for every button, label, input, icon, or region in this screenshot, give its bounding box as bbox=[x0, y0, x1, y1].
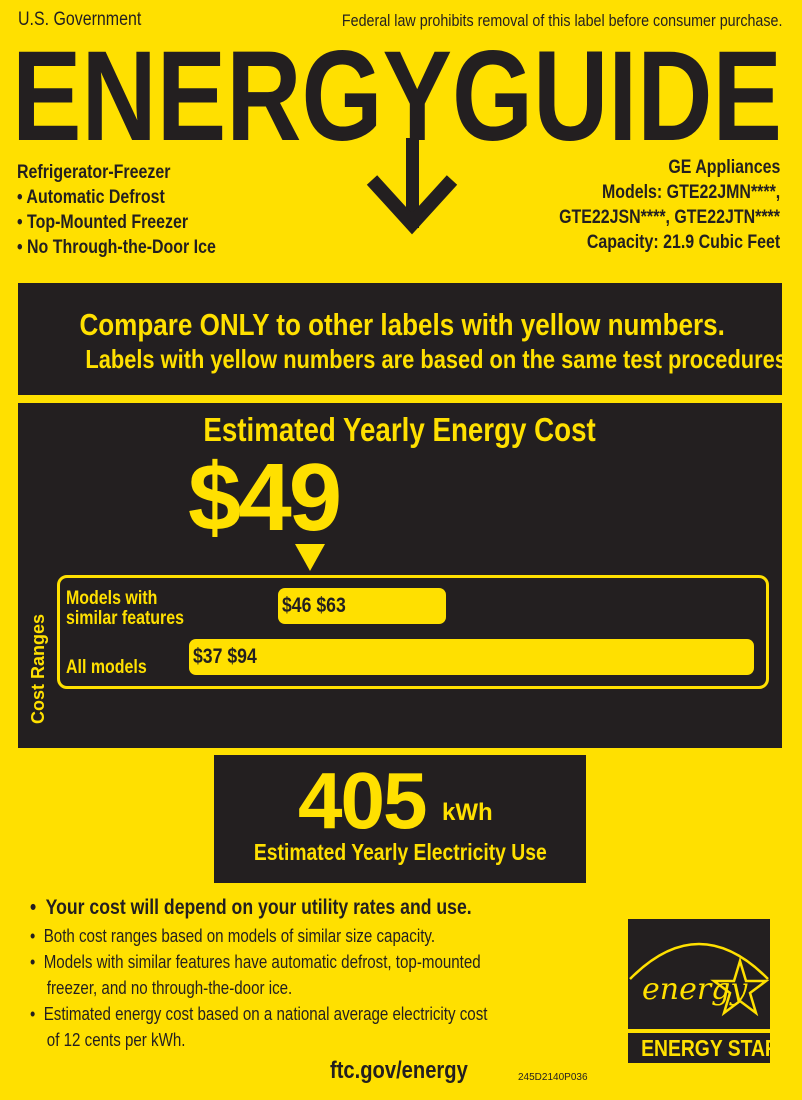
ftc-link[interactable]: ftc.gov/energy bbox=[330, 1057, 468, 1084]
cost-ranges-frame bbox=[57, 575, 769, 689]
energy-star-logo: energy ENERGY STAR bbox=[628, 919, 779, 1065]
notes: • Your cost will depend on your utility … bbox=[30, 896, 488, 1050]
arrow-down-icon bbox=[366, 138, 458, 235]
energy-cost-box: Estimated Yearly Energy Cost $49 Cost Ra… bbox=[18, 403, 782, 748]
kwh-unit: kWh bbox=[442, 799, 493, 826]
cost-pointer-icon bbox=[295, 544, 325, 571]
compare-line-2: Labels with yellow numbers are based on … bbox=[85, 344, 793, 374]
similar-models-range-bar: $46 $63 bbox=[278, 588, 446, 624]
manufacturer-info: GE Appliances Models: GTE22JMN****, GTE2… bbox=[559, 157, 780, 253]
energyguide-title: ENERGYGUIDE bbox=[12, 40, 782, 235]
similar-models-label: Models with similar features bbox=[66, 588, 184, 629]
all-models-range-bar: $37 $94 bbox=[189, 639, 754, 675]
cost-heading: Estimated Yearly Energy Cost bbox=[203, 411, 597, 448]
compare-box: Compare ONLY to other labels with yellow… bbox=[18, 283, 793, 395]
energy-star-icon: energy bbox=[628, 919, 770, 1029]
kwh-value: 405 bbox=[298, 756, 427, 845]
us-government-label: U.S. Government bbox=[18, 9, 142, 30]
electricity-use-box: 405 kWh Estimated Yearly Electricity Use bbox=[214, 755, 586, 883]
compare-line-1: Compare ONLY to other labels with yellow… bbox=[79, 307, 725, 342]
svg-text:energy: energy bbox=[642, 972, 748, 1007]
yearly-cost-value: $49 bbox=[188, 444, 342, 551]
federal-law-notice: Federal law prohibits removal of this la… bbox=[341, 11, 782, 30]
svg-text:ENERGYGUIDE: ENERGYGUIDE bbox=[12, 40, 782, 168]
label-code: 245D2140P036 bbox=[518, 1072, 588, 1083]
product-description: Refrigerator-Freezer • Automatic Defrost… bbox=[17, 162, 216, 258]
all-models-label: All models bbox=[66, 657, 147, 678]
electricity-label: Estimated Yearly Electricity Use bbox=[253, 839, 547, 865]
